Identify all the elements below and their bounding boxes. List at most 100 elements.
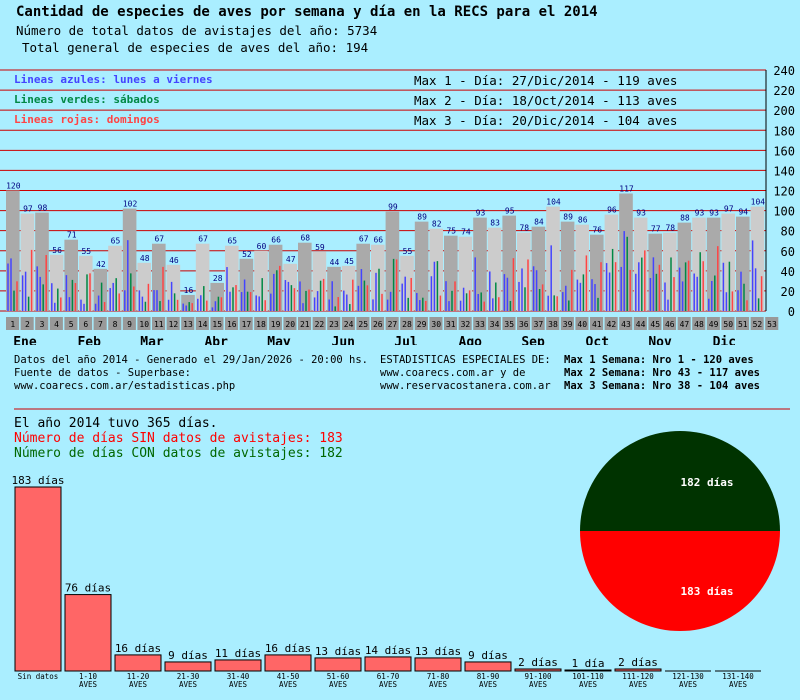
week-bar (385, 211, 400, 311)
week-number-label: 5 (69, 320, 74, 329)
special-stats-text: ESTADISTICAS ESPECIALES DE: (380, 354, 551, 366)
histogram-category-label: 1-10 (79, 672, 98, 681)
week-number-box (444, 317, 458, 330)
pie-slice-with-data (580, 431, 780, 531)
week-value-label: 89 (563, 213, 573, 222)
week-number-label: 1 (10, 320, 15, 329)
week-number-box (312, 317, 326, 330)
histogram-value-label: 16 días (265, 642, 311, 655)
max-day-1: Max 1 - Día: 27/Dic/2014 - 119 aves (414, 73, 678, 88)
week-number-box (721, 317, 735, 330)
month-label: Ago (459, 335, 483, 345)
week-bar (414, 221, 429, 311)
week-value-label: 99 (388, 203, 398, 212)
histogram-bar (264, 654, 312, 672)
histogram-value-label: 2 días (518, 656, 558, 669)
week-bar (619, 193, 633, 311)
week-number-label: 51 (738, 320, 748, 329)
week-number-label: 10 (139, 320, 149, 329)
week-bar (356, 243, 370, 311)
week-number-label: 4 (54, 320, 59, 329)
histogram-category-label: 21-30 (177, 672, 200, 681)
histogram-category-label: AVES (729, 680, 748, 689)
histogram-value-label: 9 días (168, 649, 208, 662)
month-label: Mar (140, 335, 164, 345)
week-value-label: 82 (432, 220, 442, 229)
week-value-label: 98 (38, 204, 48, 213)
week-number-box (341, 317, 355, 330)
week-bar (137, 262, 151, 311)
week-bar (93, 268, 108, 311)
week-number-label: 14 (198, 320, 208, 329)
week-value-label: 67 (154, 235, 164, 244)
week-number-label: 32 (461, 320, 471, 329)
week-bar (122, 208, 137, 311)
histogram-category-label: 131-140 (722, 672, 754, 681)
week-value-label: 67 (198, 235, 208, 244)
week-number-box (604, 317, 618, 330)
week-number-label: 50 (723, 320, 733, 329)
histogram-category-label: AVES (329, 680, 348, 689)
histogram-category-label: 41-50 (277, 672, 300, 681)
histogram-bar (514, 668, 562, 672)
week-value-label: 66 (271, 236, 281, 245)
month-label: Jun (332, 335, 355, 345)
week-number-label: 46 (665, 320, 675, 329)
special-url-2[interactable]: www.reservacostanera.com.ar (380, 380, 551, 392)
week-bar (225, 245, 239, 311)
week-number-label: 37 (534, 320, 544, 329)
week-number-box (517, 317, 531, 330)
histogram-value-label: 16 días (115, 642, 161, 655)
week-number-box (663, 317, 677, 330)
week-value-label: 93 (695, 209, 705, 218)
histogram-category-label: 91-100 (524, 672, 552, 681)
week-number-box (736, 317, 750, 330)
special-url-1[interactable]: www.coarecs.com.ar y de (380, 367, 526, 379)
week-bar (298, 242, 312, 311)
week-number-label: 53 (767, 320, 777, 329)
week-value-label: 83 (490, 219, 500, 228)
week-number-box (619, 317, 633, 330)
y-tick-label: 20 (781, 285, 795, 299)
week-bar (473, 217, 487, 311)
histogram-bar (114, 654, 162, 672)
week-number-label: 27 (388, 320, 398, 329)
week-bar (429, 228, 443, 311)
source-url[interactable]: www.coarecs.com.ar/estadisticas.php (14, 380, 236, 392)
week-number-box (268, 317, 282, 330)
week-bar (6, 190, 20, 311)
summary-no-data: Número de días SIN datos de avistajes: 1… (14, 431, 343, 446)
week-bar (268, 244, 283, 311)
week-value-label: 104 (546, 198, 561, 207)
histogram-category-label: AVES (279, 680, 298, 689)
week-number-label: 33 (475, 320, 485, 329)
week-number-label: 30 (431, 320, 441, 329)
week-number-label: 17 (242, 320, 252, 329)
week-bar (750, 206, 765, 311)
histogram-category-label: 101-110 (572, 672, 604, 681)
histogram-category-label: 51-60 (327, 672, 350, 681)
max-week-2: Max 2 Semana: Nro 43 - 117 aves (564, 367, 760, 379)
week-number-box (20, 317, 34, 330)
histogram-category-label: 11-20 (127, 672, 150, 681)
y-tick-label: 80 (781, 225, 795, 239)
legend-weekdays: Lineas azules: lunes a viernes (14, 73, 213, 86)
y-tick-label: 140 (773, 164, 795, 178)
week-bar (400, 255, 414, 311)
week-number-box (458, 317, 472, 330)
histogram-bar (464, 661, 512, 672)
histogram-category-label: 31-40 (227, 672, 250, 681)
week-value-label: 16 (184, 286, 194, 295)
week-number-label: 20 (285, 320, 295, 329)
week-value-label: 44 (330, 258, 340, 267)
month-label: Feb (77, 335, 101, 345)
week-bar (721, 213, 735, 311)
week-value-label: 102 (123, 200, 138, 209)
histogram-bar (414, 657, 462, 672)
week-number-label: 43 (621, 320, 631, 329)
week-bar (560, 221, 575, 311)
chart-title: Cantidad de especies de aves por semana … (16, 4, 598, 20)
week-number-label: 19 (271, 320, 281, 329)
week-bar (663, 232, 677, 311)
week-value-label: 93 (636, 209, 646, 218)
